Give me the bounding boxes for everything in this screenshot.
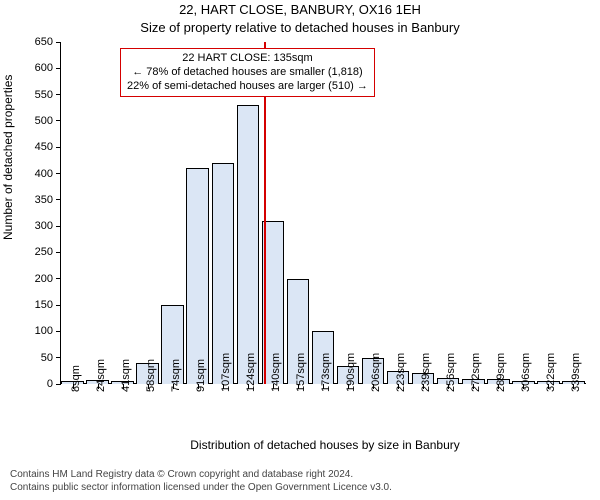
x-tick-label: 24sqm [95,359,107,392]
histogram-bar [212,163,235,384]
x-tick-label: 223sqm [395,353,407,392]
y-tick-label: 650 [35,36,61,48]
x-tick-label: 91sqm [195,359,207,392]
y-tick-label: 400 [35,168,61,180]
chart-title-line1: 22, HART CLOSE, BANBURY, OX16 1EH [0,2,600,17]
bar-slot: 306sqm [511,42,536,384]
x-tick-label: 339sqm [570,353,582,392]
x-tick-label: 256sqm [445,353,457,392]
x-tick-label: 124sqm [245,353,257,392]
x-tick-label: 74sqm [170,359,182,392]
chart-title-line2: Size of property relative to detached ho… [0,20,600,35]
bar-slot: 239sqm [411,42,436,384]
chart-plot-area: 050100150200250300350400450500550600650 … [60,42,586,384]
x-tick-label: 289sqm [495,353,507,392]
y-tick-label: 200 [35,273,61,285]
x-tick-label: 140sqm [270,353,282,392]
bar-slot: 339sqm [561,42,586,384]
y-tick-label: 350 [35,194,61,206]
annotation-box: 22 HART CLOSE: 135sqm← 78% of detached h… [120,48,375,97]
y-tick-label: 150 [35,299,61,311]
x-tick-label: 107sqm [220,353,232,392]
y-tick-label: 250 [35,246,61,258]
y-axis-label: Number of detached properties [1,75,15,240]
x-tick-label: 206sqm [370,353,382,392]
histogram-bar [186,168,209,384]
credits-line2: Contains public sector information licen… [10,482,392,495]
y-tick-label: 50 [41,352,61,364]
histogram-bar [237,105,260,384]
x-tick-label: 190sqm [345,353,357,392]
x-tick-label: 41sqm [120,359,132,392]
x-tick-label: 157sqm [295,353,307,392]
bar-slot: 322sqm [536,42,561,384]
bar-slot: 24sqm [85,42,110,384]
x-tick-label: 272sqm [470,353,482,392]
bar-slot: 8sqm [60,42,85,384]
annotation-line: ← 78% of detached houses are smaller (1,… [127,66,368,80]
bar-slot: 272sqm [461,42,486,384]
x-tick-label: 306sqm [520,353,532,392]
bar-slot: 256sqm [436,42,461,384]
y-tick-label: 550 [35,89,61,101]
y-tick-label: 0 [47,378,61,390]
x-tick-label: 8sqm [70,365,82,392]
x-tick-label: 58sqm [145,359,157,392]
credits-line1: Contains HM Land Registry data © Crown c… [10,469,392,482]
x-tick-label: 173sqm [320,353,332,392]
annotation-line: 22% of semi-detached houses are larger (… [127,80,368,94]
y-tick-label: 500 [35,115,61,127]
y-tick-label: 450 [35,141,61,153]
bar-slot: 223sqm [386,42,411,384]
y-tick-label: 100 [35,325,61,337]
x-axis-label: Distribution of detached houses by size … [60,438,590,452]
annotation-line: 22 HART CLOSE: 135sqm [127,52,368,66]
bar-slot: 289sqm [486,42,511,384]
x-tick-label: 239sqm [420,353,432,392]
x-tick-label: 322sqm [545,353,557,392]
y-tick-label: 300 [35,220,61,232]
credits-text: Contains HM Land Registry data © Crown c… [10,469,392,494]
y-tick-label: 600 [35,62,61,74]
